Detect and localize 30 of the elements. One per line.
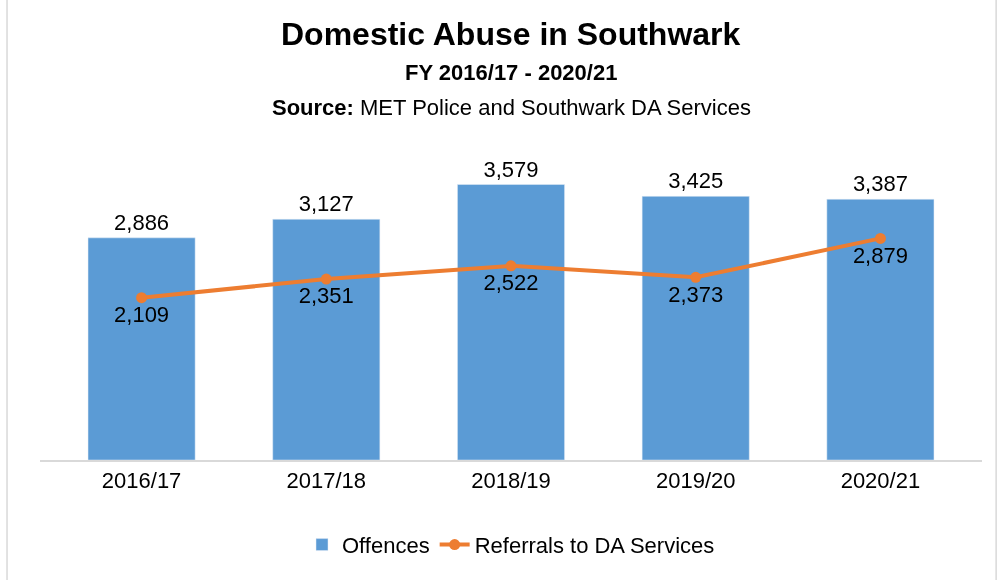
chart-title: Domestic Abuse in Southwark	[281, 16, 741, 52]
data-label: 3,127	[298, 191, 354, 217]
legend-label: Offences	[342, 533, 430, 559]
data-label: 2,886	[114, 209, 170, 235]
bar	[457, 184, 565, 460]
data-label: 2,373	[668, 281, 724, 307]
legend-label: Referrals to DA Services	[474, 533, 715, 559]
point	[874, 232, 886, 244]
x-tick-label: 2018/19	[471, 468, 551, 494]
x-tick-label: 2019/20	[655, 468, 736, 494]
data-label: 3,579	[483, 156, 539, 182]
x-tick-label: 2016/17	[101, 468, 182, 494]
bar	[87, 237, 196, 460]
x-tick-label: 2020/21	[840, 468, 921, 494]
data-label: 2,109	[114, 302, 170, 328]
point	[136, 292, 148, 304]
source-note: Source: MET Police and Southwark DA Services	[272, 95, 751, 120]
bar	[826, 199, 935, 460]
data-label: 2,351	[298, 283, 354, 309]
data-label: 2,522	[483, 270, 539, 296]
chart-subtitle: FY 2016/17 - 2020/21	[405, 60, 618, 85]
x-tick-label: 2017/18	[286, 468, 367, 494]
point	[690, 271, 702, 283]
data-label: 3,425	[668, 168, 724, 194]
bar	[641, 196, 750, 460]
data-label: 2,879	[852, 242, 908, 268]
point	[505, 260, 517, 272]
bar	[272, 219, 381, 460]
data-label: 3,387	[852, 171, 908, 197]
point	[320, 273, 332, 285]
